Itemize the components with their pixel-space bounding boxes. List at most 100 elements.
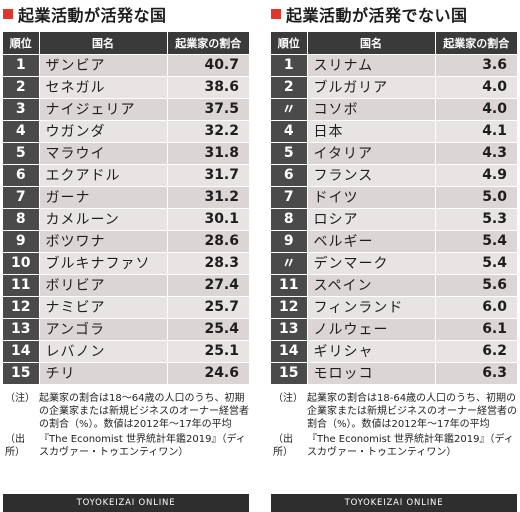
ratio-cell: 31.2	[167, 186, 249, 209]
rank-cell: 4	[3, 120, 40, 143]
ratio-cell: 4.0	[435, 76, 517, 99]
rank-cell: 12	[271, 296, 308, 319]
table-row: 8 カメルーン 30.1	[3, 208, 249, 231]
country-cell: フィンランド	[307, 296, 436, 319]
country-cell: ボツワナ	[39, 230, 168, 253]
table-row: 8 ロシア 5.3	[271, 208, 517, 231]
ratio-cell: 5.4	[435, 252, 517, 275]
ratio-cell: 31.7	[167, 164, 249, 187]
ratio-cell: 31.8	[167, 142, 249, 165]
ratio-cell: 25.1	[167, 340, 249, 363]
rank-cell: 12	[3, 296, 40, 319]
country-cell: ベルギー	[307, 230, 436, 253]
footer-credit: TOYOKEIZAI ONLINE	[271, 494, 517, 512]
table-row: 12 フィンランド 6.0	[271, 296, 517, 319]
table-row: 14 レバノン 25.1	[3, 340, 249, 363]
country-cell: 日本	[307, 120, 436, 143]
country-cell: ボリビア	[39, 274, 168, 297]
header-rank: 順位	[3, 32, 40, 55]
country-cell: ブルガリア	[307, 76, 436, 99]
rank-cell: 13	[271, 318, 308, 341]
source-label: （出所）	[273, 434, 293, 458]
country-cell: エクアドル	[39, 164, 168, 187]
source-text: 『The Economist 世界統計年鑑2019』（ディスカヴァー・トゥエンテ…	[39, 434, 246, 458]
ratio-cell: 32.2	[167, 120, 249, 143]
rank-cell: 7	[3, 186, 40, 209]
table-row: 7 ガーナ 31.2	[3, 186, 249, 209]
table-row: 11 ボリビア 27.4	[3, 274, 249, 297]
inactive-countries-panel: 起業活動が活発でない国 順位 国名 起業家の割合 1 スリナム 3.6 2 ブルガリア 4…	[271, 0, 517, 512]
ratio-cell: 6.0	[435, 296, 517, 319]
table-row: 1 ザンビア 40.7	[3, 54, 249, 77]
table-row: 9 ベルギー 5.4	[271, 230, 517, 253]
country-cell: レバノン	[39, 340, 168, 363]
rank-cell: 14	[271, 340, 308, 363]
table-row: 14 ギリシャ 6.2	[271, 340, 517, 363]
title-marker-icon	[3, 9, 13, 19]
country-cell: スペイン	[307, 274, 436, 297]
country-cell: スリナム	[307, 54, 436, 77]
rank-cell: 5	[3, 142, 40, 165]
ratio-cell: 6.3	[435, 362, 517, 385]
rank-cell: 15	[271, 362, 308, 385]
country-cell: イタリア	[307, 142, 436, 165]
footer-credit: TOYOKEIZAI ONLINE	[3, 494, 249, 512]
header-country: 国名	[307, 32, 436, 55]
ratio-cell: 25.7	[167, 296, 249, 319]
rank-cell: 8	[3, 208, 40, 231]
ratio-cell: 40.7	[167, 54, 249, 77]
country-cell: チリ	[39, 362, 168, 385]
table-row: 5 マラウイ 31.8	[3, 142, 249, 165]
ratio-cell: 3.6	[435, 54, 517, 77]
rank-cell: 3	[3, 98, 40, 121]
rank-cell: 8	[271, 208, 308, 231]
table-header-row: 順位 国名 起業家の割合	[271, 32, 517, 55]
header-ratio: 起業家の割合	[435, 32, 517, 55]
panel-title-text: 起業活動が活発でない国	[286, 6, 468, 25]
country-cell: ノルウェー	[307, 318, 436, 341]
country-cell: ザンビア	[39, 54, 168, 77]
rank-cell: 9	[271, 230, 308, 253]
panel-title: 起業活動が活発でない国	[271, 2, 468, 26]
table-row: 15 チリ 24.6	[3, 362, 249, 385]
rank-cell: 6	[271, 164, 308, 187]
source-text: 『The Economist 世界統計年鑑2019』（ディスカヴァー・トゥエンテ…	[307, 434, 514, 458]
ratio-cell: 27.4	[167, 274, 249, 297]
rank-cell: 14	[3, 340, 40, 363]
ratio-cell: 24.6	[167, 362, 249, 385]
country-cell: ロシア	[307, 208, 436, 231]
note-text: 起業家の割合は18-64歳の人口のうち、初期の企業家または新規ビジネスのオーナー…	[307, 393, 517, 430]
rank-cell: 7	[271, 186, 308, 209]
country-cell: アンゴラ	[39, 318, 168, 341]
ratio-cell: 38.6	[167, 76, 249, 99]
table-row: 2 ブルガリア 4.0	[271, 76, 517, 99]
table-row: 2 セネガル 38.6	[3, 76, 249, 99]
table-header-row: 順位 国名 起業家の割合	[3, 32, 249, 55]
table-row: 7 ドイツ 5.0	[271, 186, 517, 209]
rank-cell: 11	[271, 274, 308, 297]
country-cell: ドイツ	[307, 186, 436, 209]
ranking-table: 順位 国名 起業家の割合 1 ザンビア 40.7 2 セネガル 38.6 3 ナイジェリア 37…	[3, 32, 249, 385]
rank-cell: 10	[3, 252, 40, 275]
header-ratio: 起業家の割合	[167, 32, 249, 55]
rank-cell: 4	[271, 120, 308, 143]
rank-cell: 11	[3, 274, 40, 297]
country-cell: コソボ	[307, 98, 436, 121]
rank-cell: 2	[3, 76, 40, 99]
ratio-cell: 4.9	[435, 164, 517, 187]
country-cell: セネガル	[39, 76, 168, 99]
title-marker-icon	[271, 9, 281, 19]
ratio-cell: 4.0	[435, 98, 517, 121]
country-cell: ガーナ	[39, 186, 168, 209]
table-row: 6 フランス 4.9	[271, 164, 517, 187]
table-row: 4 ウガンダ 32.2	[3, 120, 249, 143]
ratio-cell: 5.0	[435, 186, 517, 209]
note-label: （注）	[273, 393, 303, 404]
rank-cell: 1	[271, 54, 308, 77]
country-cell: ブルキナファソ	[39, 252, 168, 275]
table-row: 10 ブルキナファソ 28.3	[3, 252, 249, 275]
rank-cell: 2	[271, 76, 308, 99]
country-cell: ギリシャ	[307, 340, 436, 363]
ratio-cell: 30.1	[167, 208, 249, 231]
table-row: 9 ボツワナ 28.6	[3, 230, 249, 253]
